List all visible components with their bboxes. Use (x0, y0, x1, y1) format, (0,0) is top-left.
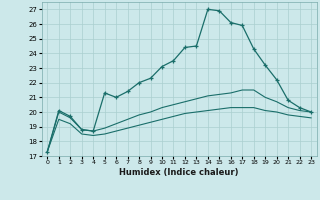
X-axis label: Humidex (Indice chaleur): Humidex (Indice chaleur) (119, 168, 239, 177)
